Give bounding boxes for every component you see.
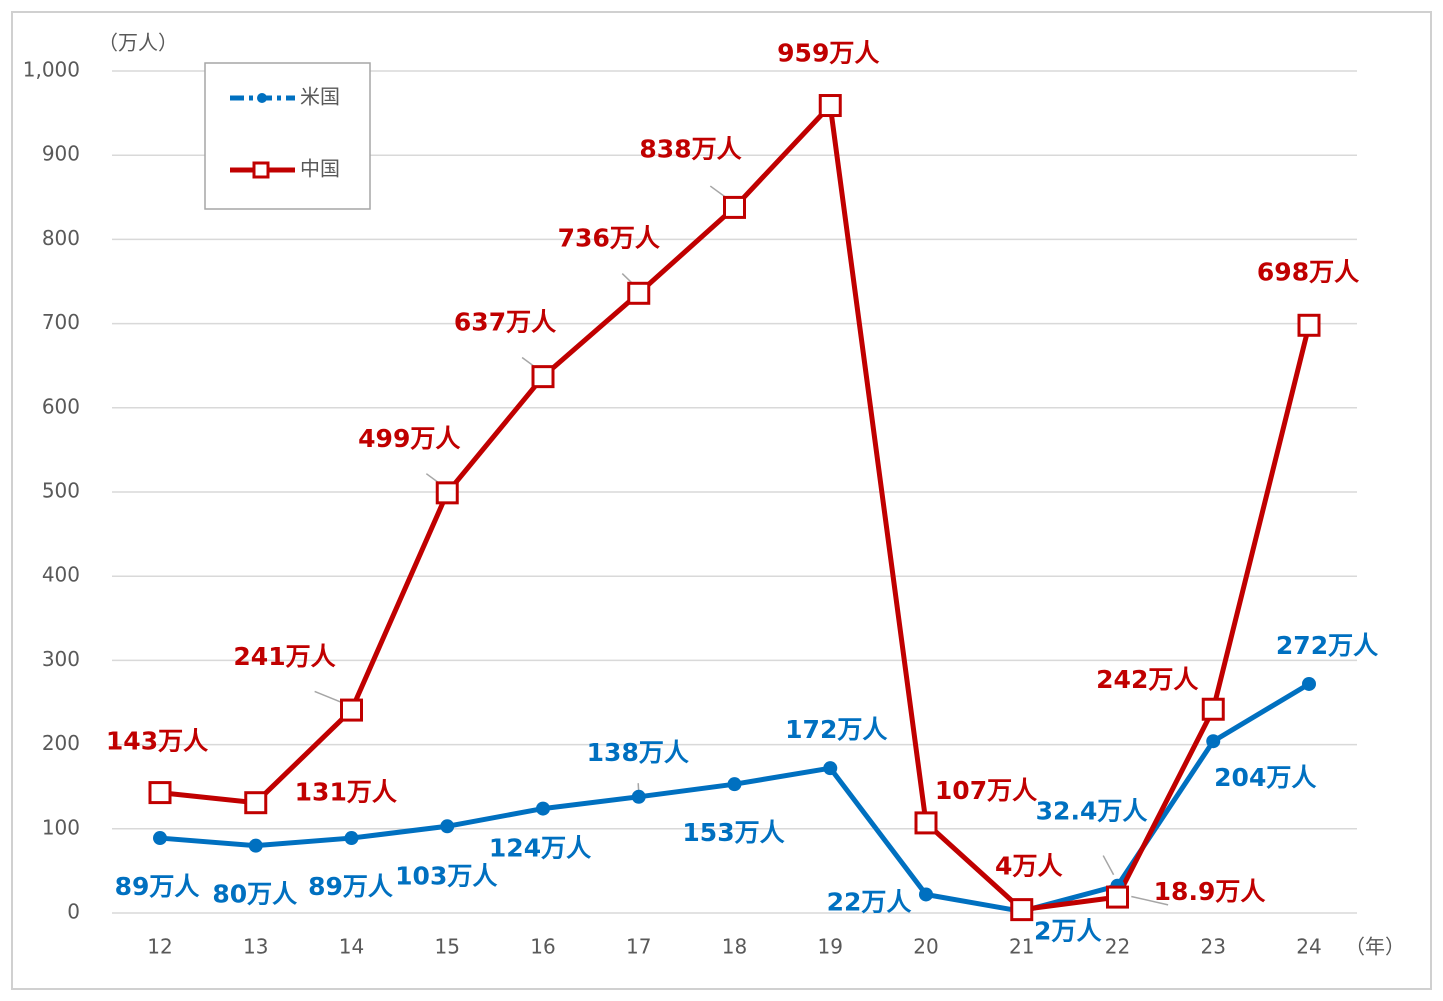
data-marker [340, 698, 363, 722]
data-label: 153万人 [682, 818, 784, 847]
y-tick-label: 100 [42, 815, 80, 839]
data-marker [1206, 734, 1221, 749]
leader-line [1131, 895, 1169, 906]
data-marker [919, 887, 933, 902]
data-marker [1010, 898, 1034, 922]
y-tick-label: 400 [42, 563, 80, 587]
x-tick-label: 14 [339, 935, 364, 959]
y-tick-label: 1,000 [23, 58, 80, 82]
legend-label: 米国 [300, 85, 340, 109]
y-tick-label: 200 [42, 731, 80, 755]
data-label: 959万人 [777, 39, 879, 68]
data-label: 241万人 [233, 642, 335, 671]
legend-marker [257, 93, 267, 103]
x-tick-label: 21 [1009, 935, 1034, 959]
data-marker [723, 195, 746, 219]
data-marker [823, 761, 838, 776]
y-tick-label: 500 [42, 479, 80, 503]
data-label: 107万人 [935, 776, 1037, 805]
x-tick-label: 16 [530, 935, 555, 959]
data-label: 124万人 [489, 834, 591, 863]
data-marker [818, 94, 842, 118]
data-label: 242万人 [1096, 665, 1198, 694]
data-label: 32.4万人 [1036, 797, 1148, 826]
data-label: 18.9万人 [1154, 877, 1266, 906]
x-tick-label: 22 [1105, 935, 1130, 959]
legend-box [204, 62, 371, 210]
leader-line [314, 690, 342, 703]
data-label: 89万人 [115, 872, 200, 901]
data-label: 499万人 [358, 424, 460, 453]
y-tick-label: 900 [42, 142, 80, 166]
x-axis-label: （年） [1345, 935, 1405, 959]
y-tick-label: 0 [67, 900, 80, 924]
data-label: 637万人 [454, 308, 556, 337]
y-tick-label: 300 [42, 647, 80, 671]
data-label: 4万人 [995, 852, 1062, 881]
y-tick-label: 600 [42, 394, 80, 418]
x-tick-label: 19 [818, 935, 843, 959]
data-marker [148, 781, 172, 805]
data-label: 172万人 [785, 715, 887, 744]
x-tick-label: 13 [243, 935, 268, 959]
data-marker [344, 831, 359, 846]
data-marker [440, 819, 455, 834]
data-label: 22万人 [827, 887, 912, 916]
data-marker [536, 801, 550, 816]
x-tick-label: 12 [147, 935, 172, 959]
data-marker [1201, 697, 1225, 721]
legend-label: 中国 [300, 157, 340, 181]
data-label: 80万人 [212, 880, 297, 909]
leader-line [1102, 855, 1115, 876]
data-marker [727, 777, 742, 792]
data-label: 89万人 [308, 872, 393, 901]
data-label: 131万人 [295, 778, 397, 807]
data-marker [244, 791, 268, 815]
x-tick-label: 17 [626, 935, 651, 959]
data-marker [1302, 676, 1316, 691]
data-marker [631, 789, 646, 804]
legend-marker [252, 161, 270, 179]
data-marker [1106, 885, 1129, 909]
data-marker [531, 365, 555, 389]
x-tick-label: 20 [913, 935, 938, 959]
data-label: 143万人 [106, 727, 208, 756]
data-label: 204万人 [1214, 763, 1316, 792]
data-marker [1297, 313, 1321, 337]
data-label: 736万人 [558, 223, 660, 252]
data-marker [914, 811, 938, 835]
data-marker [153, 831, 167, 846]
x-tick-label: 24 [1296, 935, 1321, 959]
data-label: 2万人 [1034, 916, 1101, 945]
x-tick-label: 23 [1201, 935, 1226, 959]
data-label: 698万人 [1257, 257, 1359, 286]
data-label: 272万人 [1276, 631, 1378, 660]
data-label: 138万人 [587, 738, 689, 767]
y-tick-label: 800 [42, 226, 80, 250]
data-label: 103万人 [395, 861, 497, 890]
data-marker [435, 481, 459, 505]
data-marker [627, 281, 651, 305]
x-tick-label: 18 [722, 935, 747, 959]
data-label: 838万人 [639, 134, 741, 163]
y-tick-label: 700 [42, 310, 80, 334]
x-tick-label: 15 [435, 935, 460, 959]
y-axis-label: （万人） [98, 31, 178, 55]
data-marker [248, 838, 263, 853]
